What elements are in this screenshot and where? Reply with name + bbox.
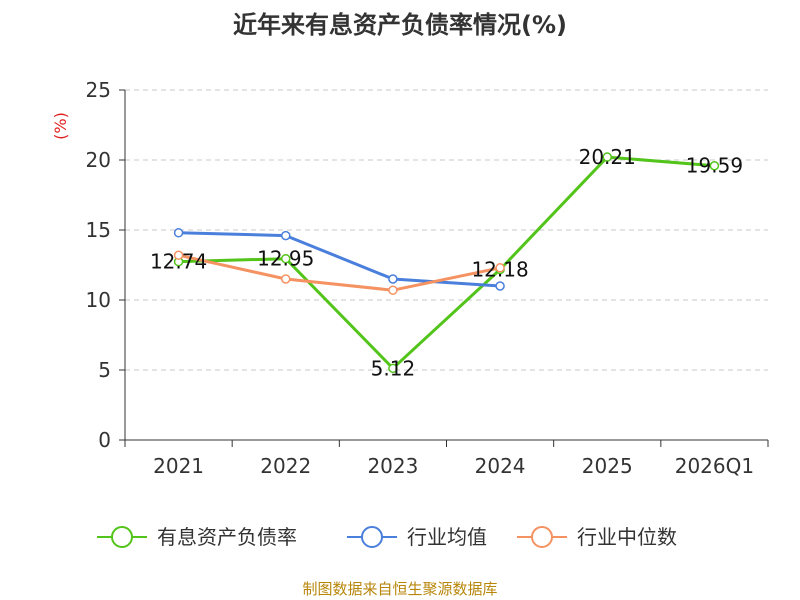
series-line-2 <box>178 253 501 292</box>
y-tick-label: 20 <box>86 148 111 172</box>
x-tick-label: 2021 <box>153 454 204 478</box>
series-line-1 <box>178 231 501 288</box>
x-tick-label: 2022 <box>260 454 311 478</box>
x-tick-label: 2024 <box>475 454 526 478</box>
data-label: 12.95 <box>257 247 314 271</box>
series-point-1 <box>281 230 291 241</box>
data-label: 12.18 <box>471 257 528 281</box>
y-tick-label: 25 <box>86 78 111 102</box>
series-point-1 <box>388 274 398 284</box>
legend: 有息资产负债率 行业均值 行业中位数 <box>97 525 677 549</box>
series-line-0 <box>178 155 715 370</box>
y-tick-label: 15 <box>86 218 111 242</box>
y-tick-label: 0 <box>98 428 111 452</box>
y-tick-label: 10 <box>86 288 111 312</box>
legend-label: 行业均值 <box>407 525 487 549</box>
series-point-0 <box>388 363 398 374</box>
chart-title: 近年来有息资产负债率情况(%) <box>233 11 567 39</box>
legend-swatch-marker <box>361 526 383 548</box>
x-tick-label: 2023 <box>367 454 418 478</box>
legend-swatch-marker <box>531 526 553 548</box>
x-tick-label: 2025 <box>582 454 633 478</box>
grid <box>125 89 768 371</box>
legend-label: 行业中位数 <box>577 525 677 549</box>
series-point-2 <box>495 263 505 273</box>
y-tick-label: 5 <box>98 358 111 382</box>
series-layer <box>173 152 720 374</box>
series-point-2 <box>388 285 398 295</box>
series-point-0 <box>602 152 612 162</box>
legend-swatch-marker <box>111 526 133 548</box>
series-point-2 <box>281 274 291 284</box>
data-labels: 12.74 12.95 5.12 12.18 20.21 19.59 <box>150 145 743 380</box>
source-note: 制图数据来自恒生聚源数据库 <box>302 580 497 598</box>
data-label: 12.74 <box>150 250 207 274</box>
series-point-1 <box>173 228 184 238</box>
data-label: 19.59 <box>686 154 743 178</box>
data-label: 5.12 <box>371 356 416 380</box>
series-point-0 <box>281 253 291 264</box>
series-point-1 <box>495 281 505 291</box>
series-point-2 <box>173 250 184 260</box>
data-label: 20.21 <box>579 145 636 169</box>
x-tick-label: 2026Q1 <box>675 454 754 478</box>
legend-label: 有息资产负债率 <box>157 525 297 549</box>
series-point-0 <box>709 160 720 171</box>
y-axis-unit: (%) <box>51 112 70 140</box>
